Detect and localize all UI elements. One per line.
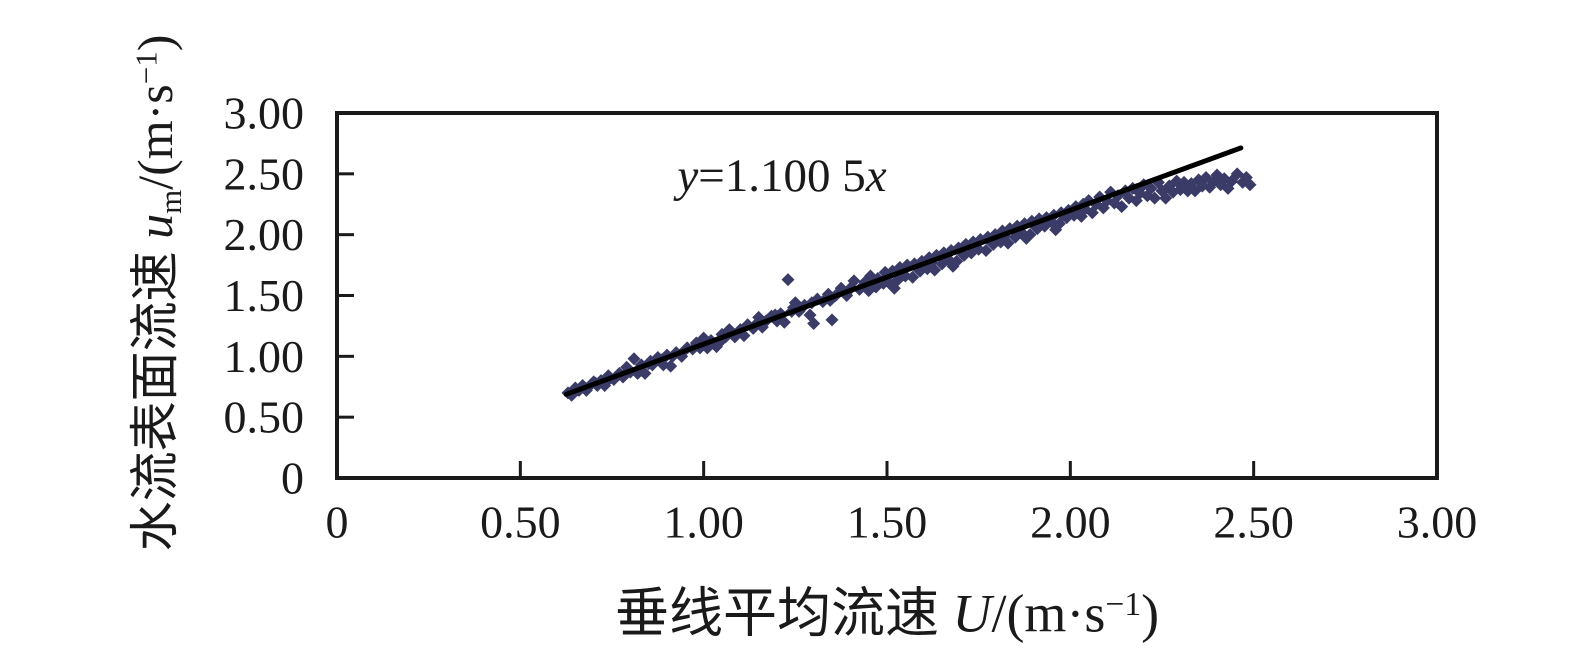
x-tick-label: 3.00 bbox=[1397, 497, 1478, 548]
equation-rhs: x bbox=[865, 150, 887, 202]
y-title-exponent: −1 bbox=[128, 51, 164, 85]
y-tick-label: 0 bbox=[281, 453, 304, 504]
y-tick-label: 3.00 bbox=[224, 88, 305, 139]
y-title-unit-close: ) bbox=[127, 34, 184, 52]
y-tick-label: 1.00 bbox=[224, 331, 305, 382]
x-title-unit-close: ) bbox=[1141, 583, 1160, 644]
x-title-variable: U bbox=[952, 583, 992, 644]
y-axis-title: 水流表面流速 um/(m·s−1) bbox=[115, 35, 189, 552]
y-tick-label: 0.50 bbox=[224, 392, 305, 443]
y-tick-label: 2.00 bbox=[224, 209, 305, 260]
x-tick-label: 2.50 bbox=[1213, 497, 1294, 548]
scatter-points bbox=[561, 167, 1257, 402]
x-title-cjk: 垂线平均流速 bbox=[614, 583, 953, 644]
y-tick-label: 1.50 bbox=[224, 270, 305, 321]
y-title-cjk: 水流表面流速 bbox=[127, 238, 184, 552]
x-tick-label: 0.50 bbox=[480, 497, 561, 548]
trend-line bbox=[563, 145, 1244, 397]
x-axis-title: 垂线平均流速 U/(m·s−1) bbox=[615, 569, 1159, 648]
y-tick-label: 2.50 bbox=[224, 148, 305, 199]
x-tick-label: 2.00 bbox=[1030, 497, 1111, 548]
y-title-unit-open: /(m·s bbox=[127, 84, 184, 190]
equation-body: =1.100 5 bbox=[698, 150, 866, 202]
plot-frame bbox=[335, 111, 1439, 480]
y-title-variable: u bbox=[127, 213, 184, 239]
x-title-unit-open: /(m·s bbox=[991, 583, 1106, 644]
x-tick-label: 1.00 bbox=[663, 497, 744, 548]
y-title-subscript: m bbox=[152, 189, 188, 214]
equation-lhs: y bbox=[677, 150, 699, 202]
x-tick-label: 1.50 bbox=[847, 497, 928, 548]
trendline-equation-label: y=1.100 5x bbox=[677, 149, 886, 203]
x-tick-label: 0 bbox=[326, 497, 349, 548]
x-title-exponent: −1 bbox=[1105, 585, 1142, 623]
